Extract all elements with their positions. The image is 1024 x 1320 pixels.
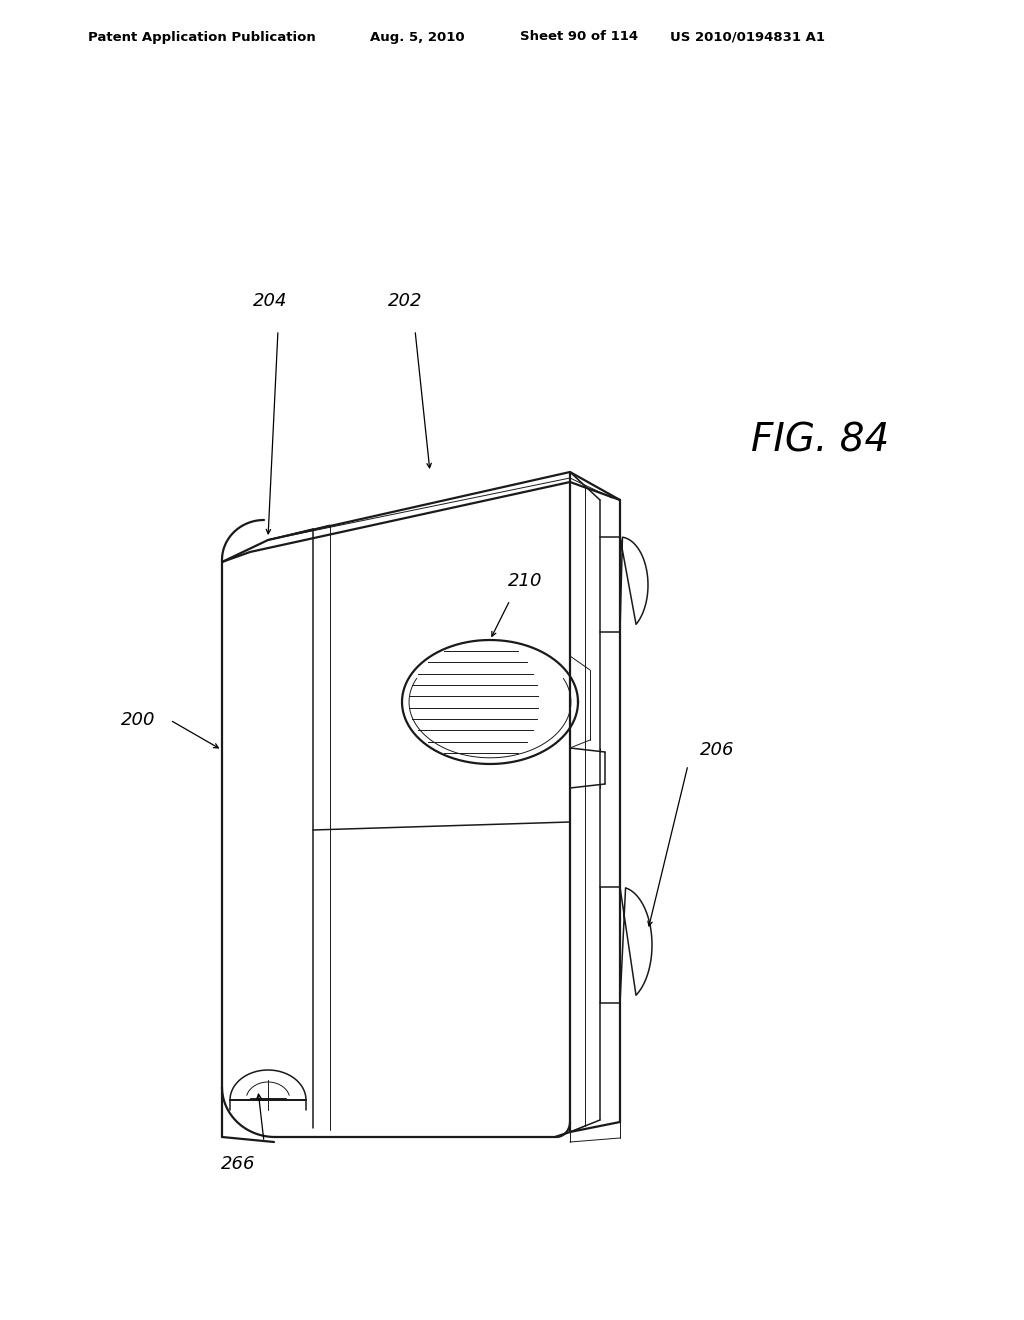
Text: FIG. 84: FIG. 84 [751, 421, 889, 459]
Text: US 2010/0194831 A1: US 2010/0194831 A1 [670, 30, 825, 44]
Text: Patent Application Publication: Patent Application Publication [88, 30, 315, 44]
Text: 204: 204 [253, 292, 288, 310]
Text: 210: 210 [508, 572, 543, 590]
Text: Aug. 5, 2010: Aug. 5, 2010 [370, 30, 465, 44]
Text: Sheet 90 of 114: Sheet 90 of 114 [520, 30, 638, 44]
Text: 200: 200 [121, 711, 155, 729]
Text: 202: 202 [388, 292, 422, 310]
Text: 266: 266 [220, 1155, 255, 1173]
Text: 206: 206 [700, 741, 734, 759]
